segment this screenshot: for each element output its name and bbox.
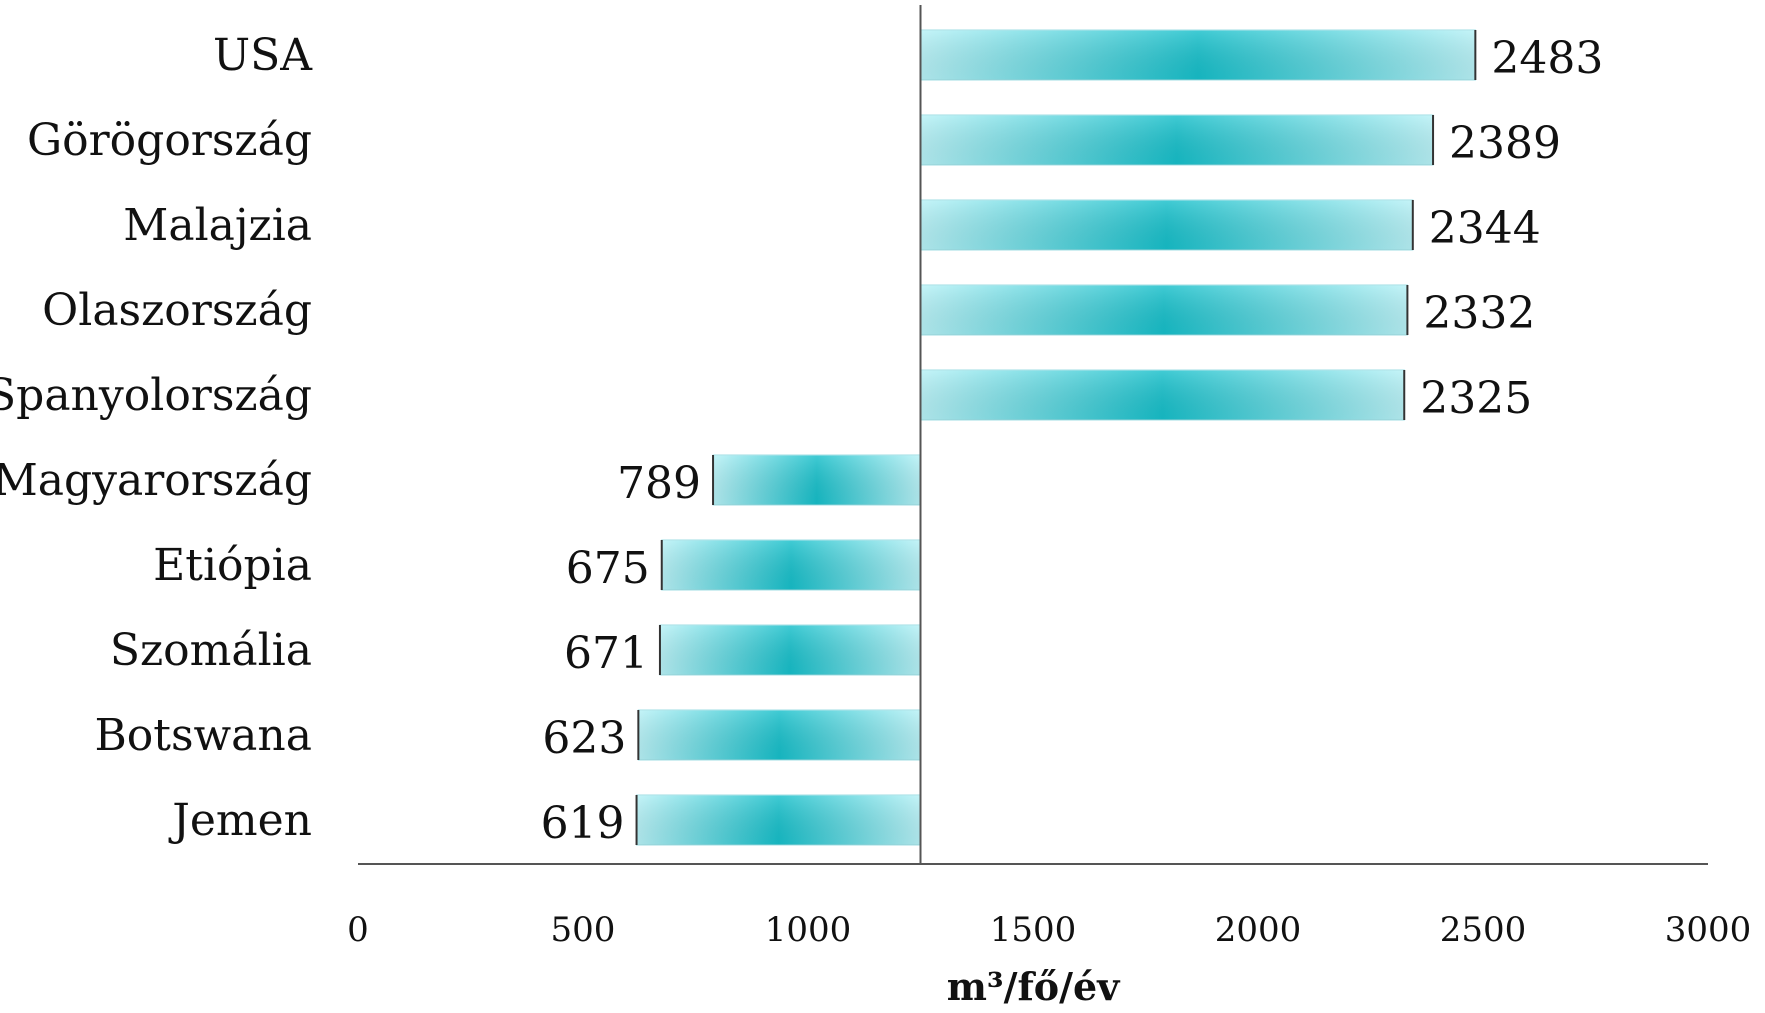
category-label-6: Etiópia — [153, 540, 312, 591]
value-label-7: 671 — [564, 628, 648, 679]
category-label-3: Olaszország — [42, 285, 312, 336]
x-tick-label-5: 2500 — [1440, 910, 1527, 950]
value-label-0: 2483 — [1491, 33, 1603, 84]
bar-shade-2 — [920, 200, 1413, 250]
bar-shade-9 — [636, 795, 921, 845]
x-tick-label-0: 0 — [347, 910, 369, 950]
value-label-3: 2332 — [1423, 288, 1535, 339]
x-tick-label-4: 2000 — [1215, 910, 1302, 950]
category-label-7: Szomália — [110, 625, 312, 676]
value-label-1: 2389 — [1449, 118, 1561, 169]
bar-shade-6 — [661, 540, 921, 590]
category-label-2: Malajzia — [123, 200, 312, 251]
x-tick-label-1: 500 — [551, 910, 616, 950]
bar-shade-1 — [920, 115, 1434, 165]
bars-group — [635, 29, 1477, 846]
axes-group: 0 500 1000 1500 2000 2500 3000 — [347, 5, 1751, 950]
bar-shade-8 — [638, 710, 921, 760]
category-label-4: Spanyolország — [0, 370, 312, 421]
category-label-5: Magyarország — [0, 455, 312, 506]
value-labels: 2483 2389 2344 2332 2325 789 675 671 623 619 — [541, 33, 1604, 849]
bar-shade-0 — [920, 30, 1476, 80]
value-label-5: 789 — [617, 458, 701, 509]
category-label-9: Jemen — [168, 795, 312, 846]
x-axis-title: m³/fő/év — [947, 964, 1121, 1009]
category-labels: USA Görögország Malajzia Olaszország Spanyol… — [0, 30, 313, 846]
bar-shade-4 — [920, 370, 1405, 420]
category-label-1: Görögország — [27, 115, 312, 166]
x-tick-label-6: 3000 — [1665, 910, 1752, 950]
value-label-6: 675 — [566, 543, 650, 594]
bar-shade-7 — [659, 625, 921, 675]
bar-shade-5 — [713, 455, 921, 505]
value-label-4: 2325 — [1420, 373, 1532, 424]
category-label-8: Botswana — [94, 710, 312, 761]
x-tick-label-2: 1000 — [765, 910, 852, 950]
value-label-8: 623 — [542, 713, 626, 764]
value-label-9: 619 — [541, 798, 625, 849]
category-label-0: USA — [213, 30, 313, 81]
value-label-2: 2344 — [1429, 203, 1541, 254]
bar-shade-3 — [920, 285, 1408, 335]
x-tick-label-3: 1500 — [990, 910, 1077, 950]
